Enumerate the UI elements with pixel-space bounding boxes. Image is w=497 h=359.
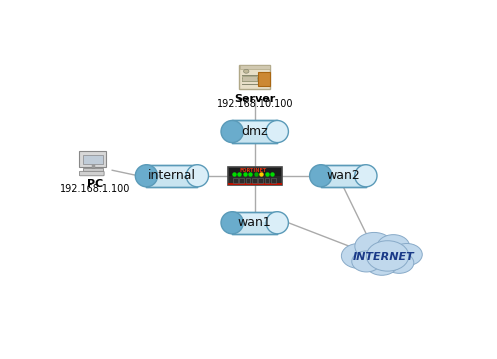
FancyBboxPatch shape	[240, 65, 270, 69]
FancyBboxPatch shape	[240, 178, 244, 183]
Circle shape	[352, 251, 381, 272]
FancyBboxPatch shape	[83, 168, 103, 171]
FancyBboxPatch shape	[228, 183, 282, 185]
FancyBboxPatch shape	[147, 166, 197, 175]
Circle shape	[341, 243, 376, 269]
FancyBboxPatch shape	[232, 213, 277, 222]
FancyBboxPatch shape	[232, 122, 277, 130]
Ellipse shape	[186, 165, 209, 187]
FancyBboxPatch shape	[232, 212, 277, 234]
FancyBboxPatch shape	[242, 76, 257, 81]
Text: 192.168.1.100: 192.168.1.100	[60, 183, 130, 194]
Ellipse shape	[221, 212, 243, 234]
FancyBboxPatch shape	[233, 178, 238, 183]
FancyBboxPatch shape	[240, 65, 270, 89]
FancyBboxPatch shape	[252, 178, 257, 183]
Ellipse shape	[355, 165, 377, 187]
Ellipse shape	[310, 165, 332, 187]
Circle shape	[392, 243, 422, 266]
FancyBboxPatch shape	[147, 165, 197, 187]
Circle shape	[366, 252, 398, 275]
FancyBboxPatch shape	[321, 165, 366, 187]
Circle shape	[355, 232, 394, 260]
Text: INTERNET: INTERNET	[353, 252, 414, 262]
Text: wan2: wan2	[327, 169, 360, 182]
FancyBboxPatch shape	[228, 167, 282, 185]
Text: internal: internal	[148, 169, 196, 182]
Ellipse shape	[221, 121, 243, 143]
FancyBboxPatch shape	[271, 178, 276, 183]
FancyBboxPatch shape	[229, 176, 280, 184]
FancyBboxPatch shape	[246, 178, 250, 183]
Text: FORTINET: FORTINET	[239, 168, 266, 173]
Text: wan1: wan1	[238, 216, 271, 229]
Ellipse shape	[266, 212, 288, 234]
FancyBboxPatch shape	[258, 178, 263, 183]
FancyBboxPatch shape	[83, 155, 103, 164]
FancyBboxPatch shape	[258, 72, 270, 86]
Text: dmz: dmz	[242, 125, 268, 138]
Circle shape	[244, 69, 249, 73]
FancyBboxPatch shape	[79, 151, 106, 167]
Text: 192.168.10.100: 192.168.10.100	[217, 99, 293, 109]
FancyBboxPatch shape	[232, 121, 277, 143]
Ellipse shape	[135, 165, 158, 187]
FancyBboxPatch shape	[265, 178, 269, 183]
FancyBboxPatch shape	[321, 166, 366, 175]
Ellipse shape	[266, 121, 288, 143]
Circle shape	[385, 252, 414, 273]
FancyBboxPatch shape	[80, 171, 104, 176]
Text: PC: PC	[87, 179, 103, 189]
Text: Server: Server	[234, 94, 275, 104]
Circle shape	[377, 235, 410, 258]
Circle shape	[366, 241, 409, 271]
